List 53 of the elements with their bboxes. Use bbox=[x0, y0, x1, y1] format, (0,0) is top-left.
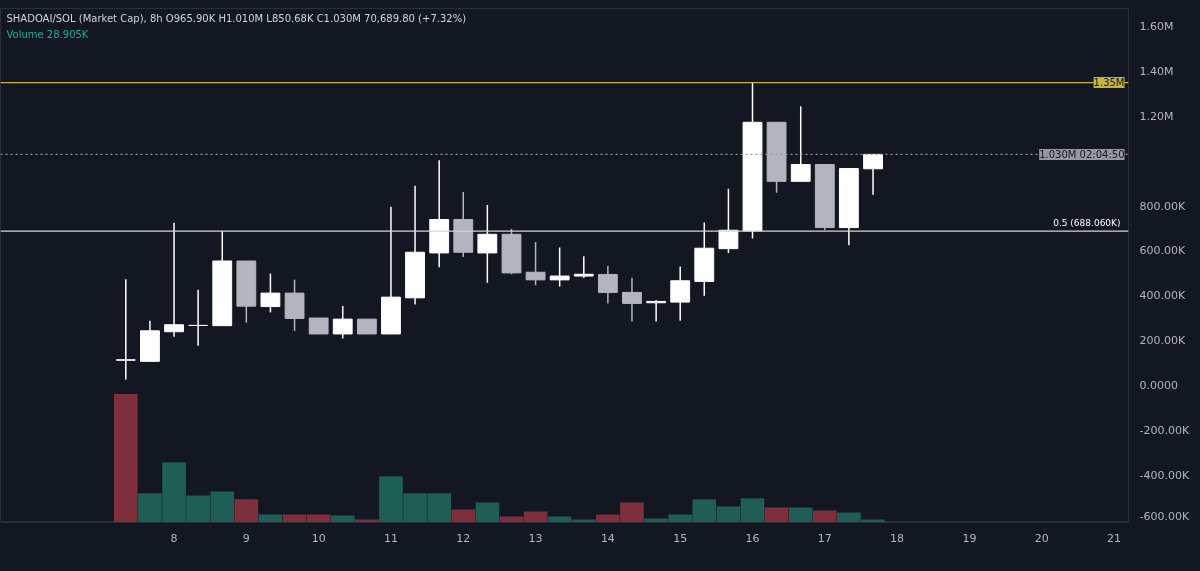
bar bbox=[764, 507, 789, 523]
chart-title: SHADOAI/SOL (Market Cap), 8h O965.90K H1.010M L850.68K C1.030M 70,689.80 (+7.32%) bbox=[6, 12, 467, 24]
x-tick-label: 8 bbox=[170, 531, 178, 545]
bar bbox=[234, 499, 259, 523]
x-tick-label: 20 bbox=[1034, 531, 1049, 545]
candlestick bbox=[525, 241, 546, 286]
x-tick-label: 14 bbox=[600, 531, 615, 545]
x-tick-label: 18 bbox=[890, 531, 905, 545]
x-tick-label: 19 bbox=[962, 531, 977, 545]
candlestick bbox=[332, 305, 353, 340]
annotation: Volume 28.905K bbox=[6, 28, 89, 40]
x-tick-label: 17 bbox=[817, 531, 832, 545]
candlestick bbox=[549, 246, 570, 288]
candlestick bbox=[622, 277, 642, 323]
y-tick-label: 800.00K bbox=[1139, 199, 1186, 213]
ref-line-label: 1.030M 02:04:50 bbox=[1039, 148, 1125, 160]
y-tick-label: 1.40M bbox=[1139, 64, 1174, 78]
ref-line-label: 0.5 (688.060K) bbox=[1053, 218, 1121, 229]
candlestick bbox=[597, 265, 618, 305]
bar bbox=[258, 514, 283, 523]
y-tick-label: 400.00K bbox=[1139, 289, 1186, 303]
y-tick-label: -200.00K bbox=[1139, 423, 1190, 437]
candlestick bbox=[188, 288, 209, 347]
bar bbox=[788, 507, 813, 523]
candlestick bbox=[573, 255, 594, 279]
candlestick bbox=[477, 204, 498, 284]
bar bbox=[812, 510, 837, 523]
x-tick-label: 9 bbox=[242, 531, 250, 545]
bar bbox=[330, 515, 355, 523]
candlestick bbox=[790, 105, 811, 183]
x-tick-label: 15 bbox=[673, 531, 688, 545]
x-tick-label: 11 bbox=[383, 531, 398, 545]
bar bbox=[451, 509, 476, 523]
bar bbox=[113, 394, 138, 523]
x-tick-label: 12 bbox=[456, 531, 471, 545]
y-tick-label: 1.20M bbox=[1139, 109, 1174, 123]
candlestick bbox=[164, 221, 184, 338]
x-tick-label: 13 bbox=[528, 531, 543, 545]
x-tick-label: 16 bbox=[745, 531, 760, 545]
candlestick bbox=[670, 265, 691, 322]
x-tick-label: 21 bbox=[1107, 531, 1122, 545]
x-tick-label: 10 bbox=[311, 531, 326, 545]
y-tick-label: 1.60M bbox=[1139, 19, 1174, 33]
y-tick-label: -400.00K bbox=[1139, 468, 1190, 482]
candlestick bbox=[863, 153, 883, 196]
candlestick bbox=[115, 278, 136, 381]
y-tick-label: -600.00K bbox=[1139, 509, 1190, 523]
y-tick-label: 0.0000 bbox=[1139, 379, 1178, 393]
y-tick-label: 600.00K bbox=[1139, 244, 1186, 258]
candlestick bbox=[260, 272, 281, 314]
y-tick-label: 200.00K bbox=[1139, 334, 1186, 348]
ref-line-label: 1.35M bbox=[1093, 77, 1125, 89]
bar bbox=[475, 502, 500, 523]
